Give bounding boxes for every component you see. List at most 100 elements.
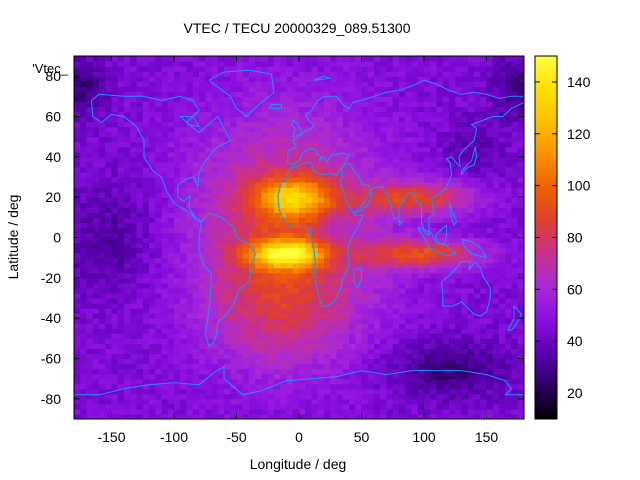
heatmap-cell (461, 408, 469, 415)
heatmap-cell (280, 192, 288, 198)
heatmap-cell (311, 298, 319, 304)
heatmap-cell (86, 257, 94, 264)
heatmap-cell (336, 76, 344, 82)
heatmap-cell (342, 187, 350, 193)
heatmap-cell (261, 177, 269, 183)
heatmap-cell (480, 338, 488, 344)
heatmap-cell (217, 106, 225, 113)
heatmap-cell (405, 182, 413, 188)
heatmap-cell (192, 177, 200, 183)
heatmap-cell (267, 197, 275, 203)
heatmap-cell (286, 131, 294, 138)
heatmap-cell (380, 131, 388, 138)
heatmap-cell (430, 156, 438, 163)
heatmap-cell (142, 242, 150, 249)
heatmap-cell (217, 136, 225, 143)
heatmap-cell (136, 353, 144, 360)
heatmap-cell (380, 161, 388, 168)
heatmap-cell (217, 298, 225, 304)
heatmap-cell (424, 383, 431, 390)
heatmap-cell (92, 71, 100, 77)
heatmap-cell (255, 393, 263, 400)
heatmap-cell (430, 277, 438, 284)
heatmap-cell (99, 151, 106, 158)
heatmap-cell (180, 383, 188, 390)
heatmap-cell (486, 141, 494, 148)
heatmap-cell (449, 66, 456, 72)
heatmap-cell (317, 368, 325, 375)
heatmap-cell (424, 86, 431, 92)
heatmap-cell (224, 86, 231, 92)
heatmap-cell (105, 373, 113, 380)
heatmap-cell (92, 257, 100, 264)
heatmap-cell (342, 96, 350, 102)
heatmap-cell (430, 363, 438, 370)
heatmap-cell (155, 292, 163, 299)
heatmap-cell (430, 338, 438, 344)
heatmap-cell (467, 343, 475, 350)
heatmap-cell (486, 413, 494, 419)
heatmap-cell (467, 76, 475, 82)
heatmap-cell (374, 408, 381, 415)
heatmap-cell (399, 252, 406, 259)
heatmap-cell (424, 408, 431, 415)
heatmap-cell (442, 212, 450, 218)
heatmap-cell (455, 242, 463, 249)
heatmap-cell (111, 151, 119, 158)
heatmap-cell (361, 287, 369, 294)
heatmap-cell (442, 202, 450, 208)
heatmap-cell (442, 282, 450, 289)
heatmap-cell (217, 343, 225, 350)
heatmap-cell (374, 151, 381, 158)
heatmap-cell (349, 222, 356, 229)
heatmap-cell (142, 388, 150, 395)
heatmap-cell (292, 156, 300, 163)
heatmap-cell (80, 388, 88, 395)
heatmap-cell (111, 378, 119, 385)
heatmap-cell (111, 192, 119, 198)
heatmap-cell (255, 242, 263, 249)
heatmap-cell (155, 141, 163, 148)
heatmap-cell (280, 76, 288, 82)
heatmap-cell (155, 353, 163, 360)
heatmap-cell (411, 81, 419, 87)
heatmap-cell (161, 403, 169, 410)
heatmap-cell (86, 348, 94, 355)
heatmap-cell (361, 323, 369, 329)
heatmap-cell (230, 252, 238, 259)
heatmap-cell (442, 358, 450, 365)
heatmap-cell (92, 388, 100, 395)
heatmap-cell (74, 328, 81, 334)
heatmap-cell (442, 166, 450, 173)
heatmap-cell (299, 171, 306, 178)
heatmap-cell (261, 403, 269, 410)
heatmap-cell (461, 151, 469, 158)
heatmap-cell (80, 363, 88, 370)
heatmap-cell (336, 156, 344, 163)
heatmap-cell (411, 101, 419, 108)
heatmap-cell (461, 106, 469, 113)
heatmap-cell (411, 298, 419, 304)
heatmap-cell (399, 177, 406, 183)
heatmap-cell (217, 262, 225, 269)
heatmap-cell (449, 202, 456, 208)
heatmap-cell (392, 403, 400, 410)
heatmap-cell (455, 192, 463, 198)
heatmap-cell (74, 156, 81, 163)
heatmap-cell (124, 358, 131, 365)
heatmap-cell (255, 408, 263, 415)
heatmap-cell (374, 353, 381, 360)
heatmap-cell (405, 166, 413, 173)
heatmap-cell (224, 192, 231, 198)
heatmap-cell (74, 161, 81, 168)
heatmap-cell (186, 171, 194, 178)
heatmap-cell (299, 76, 306, 82)
heatmap-cell (467, 272, 475, 279)
heatmap-cell (317, 101, 325, 108)
heatmap-cell (74, 111, 81, 118)
heatmap-cell (461, 267, 469, 274)
heatmap-cell (467, 313, 475, 319)
heatmap-cell (430, 56, 438, 62)
heatmap-cell (211, 86, 219, 92)
heatmap-cell (355, 86, 363, 92)
